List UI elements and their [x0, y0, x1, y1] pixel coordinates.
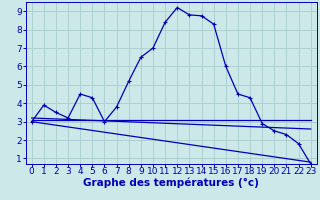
- X-axis label: Graphe des températures (°c): Graphe des températures (°c): [83, 178, 259, 188]
